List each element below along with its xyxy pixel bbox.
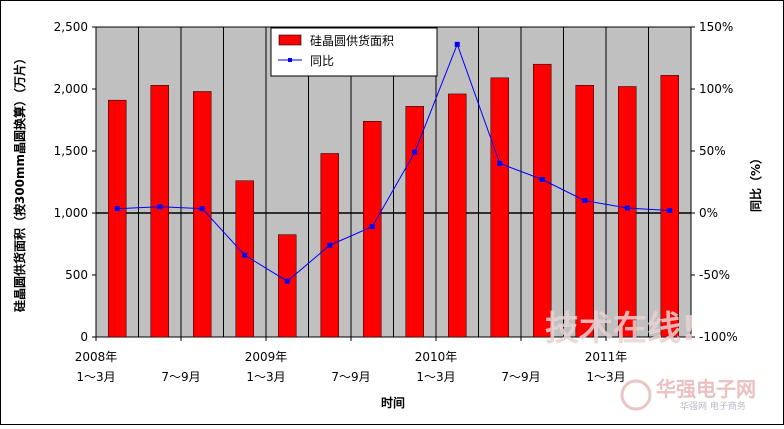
y-left-tick-label: 1,500 (54, 144, 88, 158)
y-right-tick-label: -50% (699, 268, 730, 282)
x-tick-quarter: 7～9月 (501, 370, 540, 384)
line-point (327, 242, 333, 248)
legend-bar-swatch (278, 34, 302, 46)
x-axis-title: 时间 (381, 395, 405, 410)
bar (448, 93, 467, 338)
watermark: 技术在线! 华强电子网 华强网 电子商务 (545, 309, 756, 412)
bar (575, 85, 594, 338)
x-tick-quarter: 7～9月 (331, 370, 370, 384)
y-left-tick-label: 0 (80, 330, 88, 344)
y-right-tick-label: 100% (699, 82, 733, 96)
x-tick-quarter: 1～3月 (76, 370, 115, 384)
y-left-tick-label: 500 (65, 268, 88, 282)
x-tick-year: 2009年 (245, 350, 288, 364)
line-point (624, 205, 630, 211)
bar (618, 86, 637, 338)
line-point (454, 41, 460, 47)
y-right-tick-label: 150% (699, 20, 733, 34)
line-point (497, 160, 503, 166)
watermark-sub: 华强电子网 (656, 377, 756, 401)
line-point (369, 224, 375, 230)
line-point (667, 208, 673, 214)
x-tick-year: 2011年 (585, 350, 628, 364)
line-point (539, 177, 545, 183)
y-left-tick-label: 2,500 (54, 20, 88, 34)
x-tick-quarter: 1～3月 (586, 370, 625, 384)
watermark-main: 技术在线! (545, 309, 697, 349)
y-right-tick-label: -100% (699, 330, 738, 344)
line-point (284, 278, 290, 284)
y-right-axis-title: 同比（%） (748, 152, 763, 212)
bar (235, 180, 254, 338)
bar (660, 75, 679, 338)
bar (533, 63, 552, 338)
legend: 硅晶圆供货面积 同比 (270, 27, 438, 77)
x-tick-year: 2010年 (415, 350, 458, 364)
y-left-axis-title: 硅晶圆供货面积（按300mm晶圆换算）（万片） (12, 52, 27, 312)
line-point (582, 198, 588, 204)
x-tick-year: 2008年 (75, 350, 118, 364)
y-right-tick-label: 50% (699, 144, 726, 158)
bar (150, 85, 169, 338)
legend-line-marker (288, 58, 292, 62)
line-point (157, 204, 163, 210)
y-left-tick-label: 1,000 (54, 206, 88, 220)
line-point (412, 149, 418, 155)
series-line (117, 42, 670, 282)
y-right-tick-label: 0% (699, 206, 718, 220)
bar (405, 106, 424, 338)
x-tick-quarter: 7～9月 (161, 370, 200, 384)
y-left-tick-label: 2,000 (54, 82, 88, 96)
line-point (114, 206, 120, 212)
x-tick-quarter: 1～3月 (416, 370, 455, 384)
legend-bar-label: 硅晶圆供货面积 (310, 33, 394, 48)
x-tick-quarter: 1～3月 (246, 370, 285, 384)
line-point (199, 206, 205, 212)
bar (193, 91, 212, 338)
bar (490, 77, 509, 338)
line-point (242, 252, 248, 258)
legend-line-label: 同比 (310, 54, 334, 68)
watermark-small: 华强网 电子商务 (680, 400, 746, 412)
watermark-logo-icon (620, 379, 652, 411)
bar (108, 99, 127, 338)
bar (278, 234, 297, 338)
